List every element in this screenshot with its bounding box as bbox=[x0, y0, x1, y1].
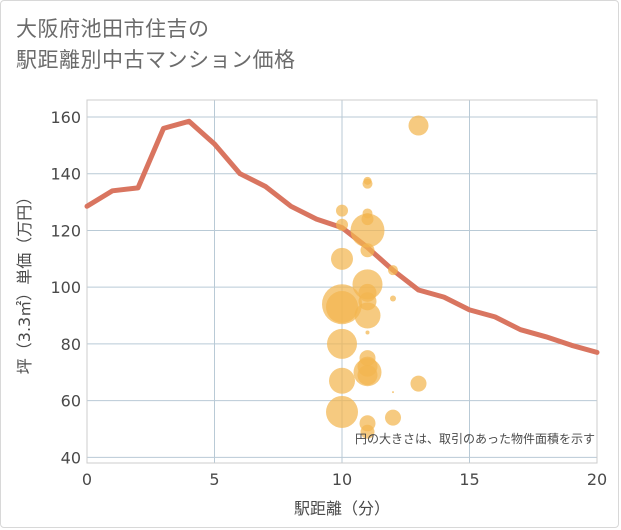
data-bubble[interactable] bbox=[357, 365, 378, 386]
y-tick-label: 140 bbox=[50, 165, 81, 184]
x-tick-label: 5 bbox=[209, 470, 219, 489]
data-bubble[interactable] bbox=[336, 204, 348, 217]
x-tick-labels: 0 5 10 15 20 bbox=[82, 470, 607, 489]
x-tick-label: 15 bbox=[459, 470, 479, 489]
y-tick-label: 60 bbox=[61, 392, 81, 411]
data-bubble[interactable] bbox=[360, 243, 375, 258]
data-bubble[interactable] bbox=[362, 178, 373, 189]
data-bubble[interactable] bbox=[327, 328, 357, 359]
data-bubble[interactable] bbox=[390, 295, 396, 302]
data-bubble[interactable] bbox=[365, 330, 370, 335]
y-tick-labels: 40 60 80 100 120 140 160 bbox=[50, 108, 81, 467]
data-bubble[interactable] bbox=[329, 367, 355, 394]
x-tick-label: 20 bbox=[587, 470, 607, 489]
chart-title: 大阪府池田市住吉の 駅距離別中古マンション価格 bbox=[16, 14, 296, 76]
data-bubble[interactable] bbox=[410, 375, 427, 392]
x-axis-label: 駅距離（分） bbox=[294, 499, 390, 518]
y-tick-label: 80 bbox=[61, 335, 81, 354]
chart-title-line-1: 大阪府池田市住吉の bbox=[16, 17, 210, 41]
bubble-size-note: 円の大きさは、取引のあった物件面積を示す bbox=[355, 431, 595, 446]
data-bubble[interactable] bbox=[388, 265, 398, 276]
data-bubble[interactable] bbox=[385, 409, 401, 426]
y-tick-label: 160 bbox=[50, 108, 81, 127]
y-axis-label: 坪（3.3㎡）単価（万円） bbox=[15, 189, 34, 374]
data-bubble[interactable] bbox=[408, 115, 429, 136]
y-tick-label: 40 bbox=[61, 448, 81, 467]
bubble-layer bbox=[322, 115, 429, 439]
data-bubble[interactable] bbox=[360, 424, 375, 439]
data-bubble[interactable] bbox=[331, 247, 353, 270]
chart-title-line-2: 駅距離別中古マンション価格 bbox=[16, 48, 296, 72]
data-bubble[interactable] bbox=[354, 302, 381, 329]
data-bubble[interactable] bbox=[350, 213, 385, 248]
data-bubble[interactable] bbox=[392, 391, 394, 394]
data-bubble[interactable] bbox=[336, 218, 348, 231]
data-bubble[interactable] bbox=[326, 395, 358, 428]
y-tick-label: 120 bbox=[50, 221, 81, 240]
data-bubble[interactable] bbox=[326, 291, 358, 324]
plot-border bbox=[86, 99, 598, 464]
x-tick-label: 0 bbox=[82, 470, 92, 489]
y-tick-label: 100 bbox=[50, 278, 81, 297]
x-tick-label: 10 bbox=[332, 470, 352, 489]
